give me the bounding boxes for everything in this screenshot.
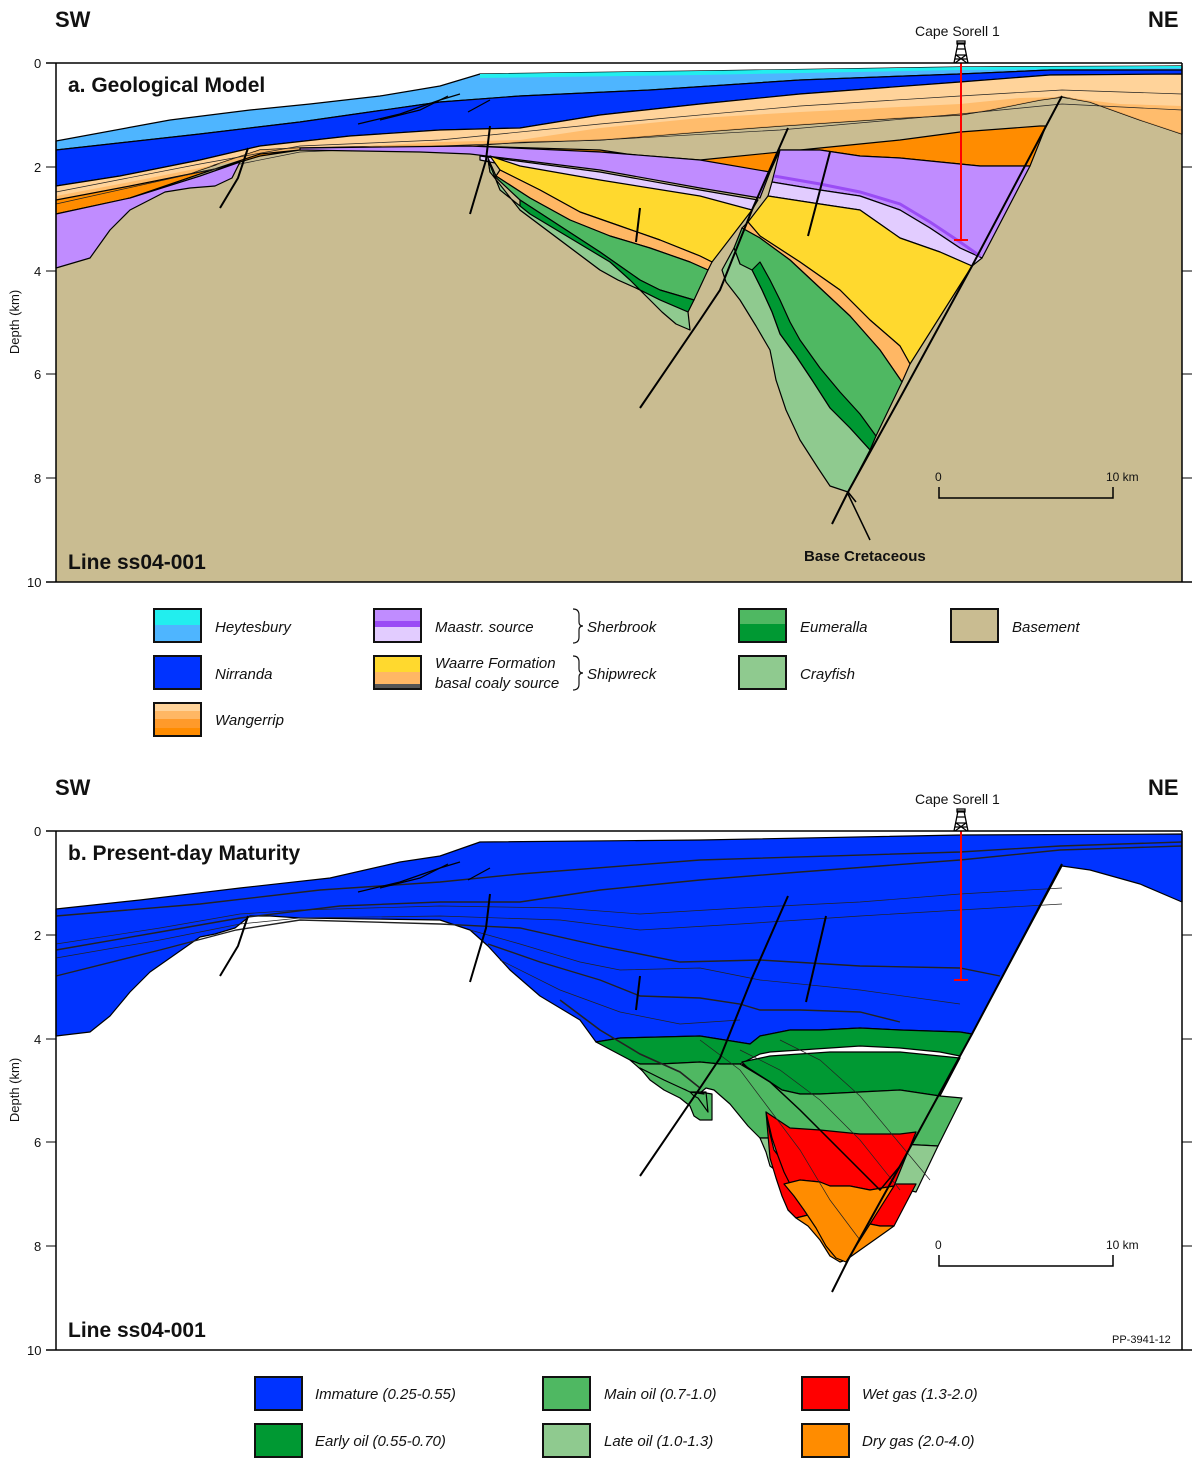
legend-label-eumeralla: Eumeralla [800, 619, 868, 636]
panel-b: SW NE [7, 775, 1192, 1358]
sky-area [56, 63, 1182, 141]
y-ticks-b [46, 830, 1192, 1351]
y-tick-8-a: 8 [34, 471, 41, 486]
legend-label-maastr: Maastr. source [435, 619, 534, 636]
y-axis-label-b: Depth (km) [7, 1058, 22, 1122]
legend-swatch-immature [254, 1376, 303, 1411]
zone-immature [55, 833, 1183, 1045]
y-axis-label-a: Depth (km) [7, 290, 22, 354]
panel-title-a: a. Geological Model [68, 74, 265, 97]
scale-end-b: 10 km [1106, 1238, 1139, 1252]
figure-code: PP-3941-12 [1112, 1334, 1171, 1346]
legend-label-basement: Basement [1012, 619, 1080, 636]
y-tick-0-b: 0 [34, 824, 41, 839]
y-tick-4-b: 4 [34, 1032, 41, 1047]
legend-swatch-nirranda [153, 655, 202, 690]
y-tick-0-a: 0 [34, 56, 41, 71]
legend-label-wangerrip: Wangerrip [215, 712, 284, 729]
base-cretaceous-arrow [847, 493, 871, 541]
layer-maastr-sw [55, 161, 241, 269]
legend-label-heytesbury: Heytesbury [215, 619, 292, 636]
base-cretaceous-label: Base Cretaceous [804, 548, 926, 565]
line-label-a: Line ss04-001 [68, 551, 206, 574]
drilling-rig-icon [953, 40, 969, 64]
legend-swatch-maastr [373, 608, 422, 643]
legend-label-nirranda: Nirranda [215, 666, 273, 683]
arrowhead-icon [841, 491, 857, 505]
legend-swatch-crayfish [738, 655, 787, 690]
scale-start-a: 0 [935, 470, 942, 484]
scale-end-a: 10 km [1106, 470, 1139, 484]
faults-a [219, 93, 1063, 525]
legend-group-sherbrook: Sherbrook [587, 619, 658, 636]
legend-swatch-late-oil [542, 1423, 591, 1458]
drilling-rig-icon-b [953, 808, 969, 832]
legend-label-late-oil: Late oil (1.0-1.3) [604, 1433, 713, 1450]
y-tick-2-a: 2 [34, 160, 41, 175]
legend-label-immature: Immature (0.25-0.55) [315, 1386, 456, 1403]
well-label-a: Cape Sorell 1 [915, 23, 1000, 39]
zone-main-oil-sw [639, 1067, 713, 1121]
legend-label-crayfish: Crayfish [800, 666, 855, 683]
panel-a: SW NE [7, 7, 1192, 590]
y-tick-6-a: 6 [34, 367, 41, 382]
legend-swatch-eumeralla [738, 608, 787, 643]
legend-label-waarre-1: Waarre Formation [435, 655, 556, 672]
legend-swatch-dry-gas [801, 1423, 850, 1458]
layer-maastr-mid [299, 145, 771, 199]
brace-shipwreck-icon [572, 655, 584, 691]
panel-title-b: b. Present-day Maturity [68, 842, 301, 865]
scale-bar-a [938, 487, 1114, 499]
legend-b: Immature (0.25-0.55) Early oil (0.55-0.7… [254, 1376, 978, 1458]
y-tick-4-a: 4 [34, 264, 41, 279]
legend-a: Heytesbury Nirranda Wangerrip Maastr. so… [153, 608, 1080, 737]
direction-sw-b: SW [55, 775, 91, 800]
legend-label-waarre-2: basal coaly source [435, 675, 559, 692]
horizons-b [55, 841, 1183, 1241]
legend-swatch-waarre [373, 655, 422, 690]
well-label-b: Cape Sorell 1 [915, 791, 1000, 807]
direction-sw: SW [55, 7, 91, 32]
y-tick-10-a: 10 [27, 575, 41, 590]
legend-swatch-wangerrip [153, 702, 202, 737]
legend-group-shipwreck: Shipwreck [587, 666, 658, 683]
legend-label-main-oil: Main oil (0.7-1.0) [604, 1386, 717, 1403]
y-tick-10-b: 10 [27, 1343, 41, 1358]
legend-swatch-basement [950, 608, 999, 643]
faults-b [219, 861, 1063, 1293]
legend-swatch-main-oil [542, 1376, 591, 1411]
layer-maastr-ne-source [773, 174, 981, 258]
scale-bar-b [938, 1255, 1114, 1267]
legend-label-wet-gas: Wet gas (1.3-2.0) [862, 1386, 978, 1403]
legend-swatch-heytesbury [153, 608, 202, 643]
scale-start-b: 0 [935, 1238, 942, 1252]
legend-swatch-early-oil [254, 1423, 303, 1458]
y-tick-6-b: 6 [34, 1135, 41, 1150]
y-ticks-a [46, 62, 1192, 583]
line-label-b: Line ss04-001 [68, 1319, 206, 1342]
y-tick-8-b: 8 [34, 1239, 41, 1254]
brace-sherbrook-icon [572, 608, 584, 644]
legend-swatch-wet-gas [801, 1376, 850, 1411]
direction-ne-b: NE [1148, 775, 1179, 800]
layer-heytesbury-top [480, 66, 1182, 78]
legend-label-dry-gas: Dry gas (2.0-4.0) [862, 1433, 975, 1450]
zone-dry-gas-body [783, 1179, 895, 1263]
wangerrip-horizon-1 [55, 89, 1183, 193]
legend-label-early-oil: Early oil (0.55-0.70) [315, 1433, 446, 1450]
layer-crayfish-mid [487, 159, 691, 331]
direction-ne: NE [1148, 7, 1179, 32]
y-tick-2-b: 2 [34, 928, 41, 943]
